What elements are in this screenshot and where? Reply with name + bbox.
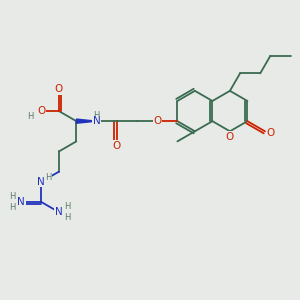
Text: H: H [64,213,70,222]
Text: H: H [9,192,15,201]
Text: O: O [55,84,63,94]
Text: H: H [27,112,34,121]
Text: N: N [93,116,101,126]
Text: O: O [113,141,121,151]
Text: O: O [226,132,234,142]
Text: H: H [9,203,15,212]
Text: H: H [93,111,100,120]
Text: O: O [153,116,161,126]
Text: H: H [64,202,70,211]
Text: N: N [55,207,63,217]
Text: O: O [37,106,45,116]
Text: N: N [38,177,45,187]
Polygon shape [76,119,97,123]
Text: O: O [266,128,275,138]
Text: N: N [17,197,25,207]
Text: H: H [46,173,52,182]
